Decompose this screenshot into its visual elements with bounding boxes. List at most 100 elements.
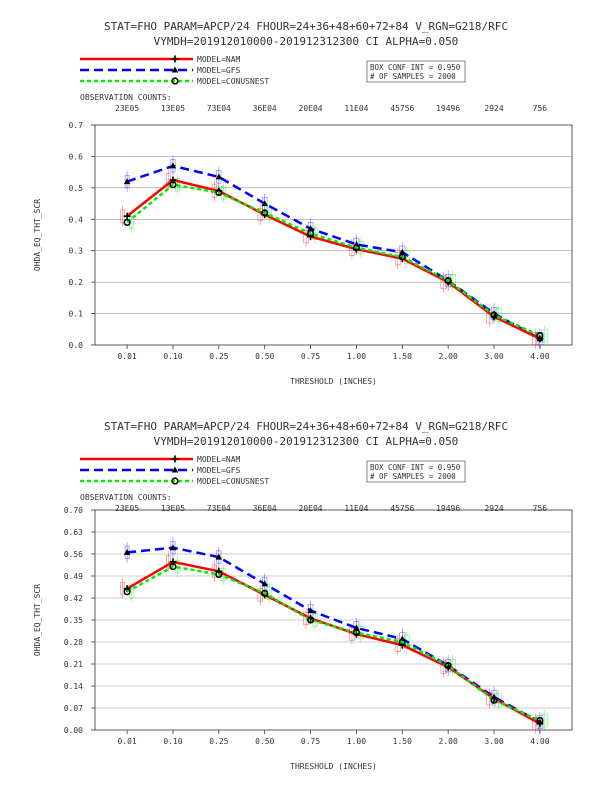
obs-count: 45756 xyxy=(390,104,414,113)
x-tick-label: 0.25 xyxy=(209,352,228,361)
obs-count: 36E04 xyxy=(253,104,277,113)
legend-marker-2 xyxy=(171,66,179,73)
legend-label-3: MODEL=CONUSNEST xyxy=(197,77,269,86)
y-tick-label: 0.42 xyxy=(64,594,83,603)
series-line-3 xyxy=(126,183,541,337)
legend-label-2: MODEL=GFS xyxy=(197,466,241,475)
obs-count: 13E05 xyxy=(161,104,185,113)
y-tick-label: 0.2 xyxy=(69,278,84,287)
chart-panel-1: STAT=FHO PARAM=APCP/24 FHOUR=24+36+48+60… xyxy=(33,20,573,386)
box-info-frame xyxy=(366,60,466,83)
plot-frame xyxy=(94,124,573,346)
data-point xyxy=(444,661,452,670)
y-tick-label: 0.21 xyxy=(64,660,83,669)
data-point xyxy=(307,607,314,614)
y-tick-label: 0.63 xyxy=(64,528,83,537)
x-tick-label: 3.00 xyxy=(484,352,503,361)
obs-count: 19496 xyxy=(436,104,460,113)
data-point xyxy=(215,173,223,180)
ci-box xyxy=(541,713,548,728)
data-point xyxy=(444,276,452,285)
data-point xyxy=(215,188,223,197)
data-point xyxy=(169,181,177,189)
x-tick-label: 0.75 xyxy=(301,737,320,746)
data-point xyxy=(536,716,544,725)
y-tick-label: 0.00 xyxy=(64,726,83,735)
chart-title-line-1: STAT=FHO PARAM=APCP/24 FHOUR=24+36+48+60… xyxy=(104,20,508,33)
y-tick-label: 0.35 xyxy=(64,616,83,625)
x-tick-label: 0.75 xyxy=(301,352,320,361)
series-line-1 xyxy=(126,560,541,725)
data-point xyxy=(261,580,268,587)
obs-count: 2924 xyxy=(484,104,503,113)
x-tick-label: 1.50 xyxy=(393,352,412,361)
y-axis-label: OHDA_EQ_THT_SCR xyxy=(33,584,42,656)
ci-box xyxy=(216,170,222,184)
chart-title-line-2: VYMDH=201912010000-201912312300 CI ALPHA… xyxy=(154,435,459,448)
data-point xyxy=(123,588,131,596)
y-tick-label: 0.4 xyxy=(69,215,84,224)
ci-box xyxy=(541,328,548,343)
series-line-3 xyxy=(126,565,541,722)
legend-label-2: MODEL=GFS xyxy=(197,66,241,75)
legend: MODEL=NAM MODEL=GFS MODEL=CONUSNEST xyxy=(80,455,269,486)
data-point xyxy=(306,229,315,238)
box-info-line-2: # OF SAMPLES = 2000 xyxy=(370,472,456,481)
data-point xyxy=(261,200,268,207)
data-point xyxy=(352,628,361,637)
obs-count: 36E04 xyxy=(253,504,277,513)
data-point xyxy=(398,253,406,261)
legend-marker-1 xyxy=(171,455,179,463)
x-tick-label: 2.00 xyxy=(439,737,458,746)
obs-count: 11E04 xyxy=(344,104,368,113)
data-point xyxy=(215,553,223,560)
data-point xyxy=(352,243,361,252)
x-tick-label: 1.00 xyxy=(347,352,366,361)
data-point xyxy=(490,696,498,704)
y-tick-label: 0.0 xyxy=(69,341,84,350)
obs-count: 23E05 xyxy=(115,504,139,513)
obs-count: 756 xyxy=(533,104,548,113)
data-point xyxy=(169,162,177,169)
x-tick-label: 2.00 xyxy=(439,352,458,361)
obs-count: 13E05 xyxy=(161,504,185,513)
chart-title-line-1: STAT=FHO PARAM=APCP/24 FHOUR=24+36+48+60… xyxy=(104,420,508,433)
data-point xyxy=(353,624,360,631)
legend-label-1: MODEL=NAM xyxy=(197,55,241,64)
obs-count: 73E04 xyxy=(207,104,231,113)
x-tick-label: 3.00 xyxy=(484,737,503,746)
y-tick-label: 0.14 xyxy=(64,682,83,691)
y-tick-label: 0.56 xyxy=(64,550,83,559)
y-tick-label: 0.6 xyxy=(69,152,84,161)
data-point xyxy=(306,616,315,624)
x-tick-label: 1.50 xyxy=(393,737,412,746)
obs-counts-label: OBSERVATION COUNTS: xyxy=(80,493,172,502)
obs-count: 73E04 xyxy=(207,504,231,513)
data-point xyxy=(399,248,406,255)
series-line-2 xyxy=(126,546,541,724)
y-tick-label: 0.7 xyxy=(69,121,84,130)
data-point xyxy=(490,311,498,319)
ci-box xyxy=(358,240,364,255)
obs-count: 19496 xyxy=(436,504,460,513)
obs-count: 20E04 xyxy=(299,504,323,513)
box-info-line-1: BOX CONF INT = 0.950 xyxy=(370,463,461,472)
legend-label-1: MODEL=NAM xyxy=(197,455,241,464)
data-point xyxy=(261,209,269,217)
y-tick-label: 0.1 xyxy=(69,310,84,319)
box-info-line-2: # OF SAMPLES = 2000 xyxy=(370,72,456,81)
legend-marker-3 xyxy=(171,477,179,485)
y-tick-label: 0.07 xyxy=(64,704,83,713)
y-tick-label: 0.3 xyxy=(69,247,84,256)
x-tick-label: 1.00 xyxy=(347,737,366,746)
x-tick-label: 0.10 xyxy=(163,737,182,746)
x-tick-label: 0.01 xyxy=(117,737,136,746)
y-axis-label: OHDA_EQ_THT_SCR xyxy=(33,199,42,271)
data-point xyxy=(215,570,223,579)
obs-count: 23E05 xyxy=(115,104,139,113)
ci-box xyxy=(358,625,364,640)
obs-count: 2924 xyxy=(484,504,503,513)
legend-marker-1 xyxy=(171,55,179,63)
data-point xyxy=(169,562,177,571)
x-tick-label: 4.00 xyxy=(530,737,549,746)
